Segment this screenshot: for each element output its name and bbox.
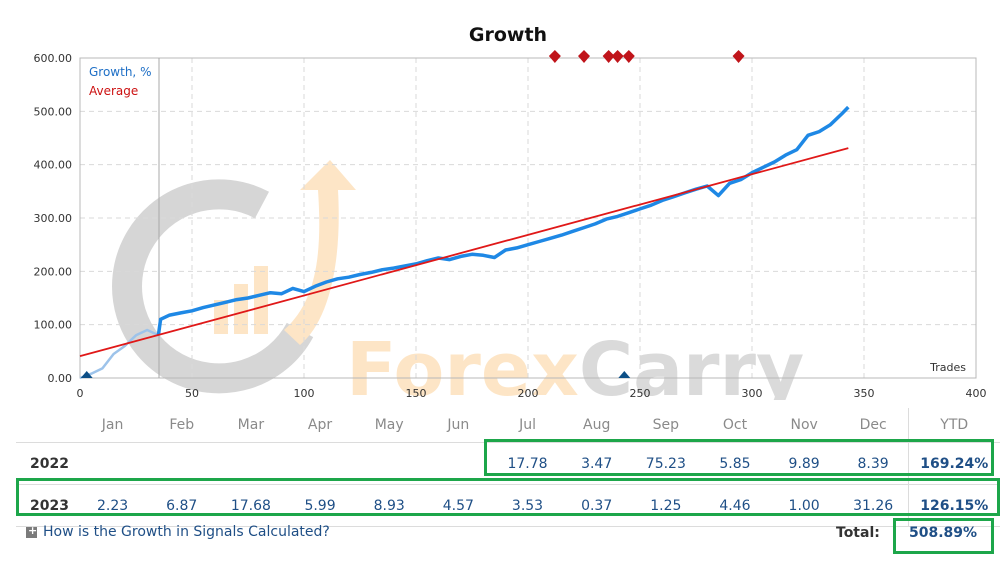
withdrawal-marker — [732, 50, 745, 63]
year-cell: 2023 — [16, 484, 78, 527]
x-tick-label: 100 — [294, 387, 315, 400]
growth-series-line — [156, 105, 850, 336]
watermark-bar-3 — [254, 266, 268, 334]
month-header: Dec — [838, 408, 908, 443]
x-axis-title: Trades — [929, 361, 966, 374]
ytd-cell: 169.24% — [907, 442, 1000, 485]
table-row: 2023 2.23 6.87 17.68 5.99 8.93 4.57 3.53… — [16, 484, 1000, 527]
legend-growth: Growth, % — [89, 65, 151, 79]
table-row: 2022 17.78 3.47 75.23 5.85 9.89 8.39 169… — [16, 442, 1000, 485]
month-header: Nov — [769, 408, 839, 443]
withdrawal-marker — [578, 50, 590, 63]
month-header: Oct — [700, 408, 770, 443]
month-value-cell: 2.23 — [78, 484, 148, 527]
average-series-line — [79, 147, 849, 358]
month-value-cell: 75.23 — [631, 442, 701, 485]
month-value-cell: 17.78 — [492, 442, 563, 485]
growth-chart: ForexCarry Growth 0.00 100.00 200.00 300.00… — [34, 24, 987, 400]
withdrawal-marker — [548, 50, 561, 63]
watermark-arrow — [284, 160, 356, 345]
ytd-cell: 126.15% — [907, 484, 1000, 527]
month-value-cell: 6.87 — [147, 484, 217, 527]
x-tick-label: 50 — [185, 387, 199, 400]
monthly-growth-table: Jan Feb Mar Apr May Jun Jul Aug Sep Oct … — [16, 408, 1000, 527]
watermark-bar-2 — [234, 284, 248, 334]
month-value-cell: 1.00 — [769, 484, 839, 527]
y-tick-label: 300.00 — [34, 212, 73, 225]
withdrawal-marker — [611, 50, 624, 63]
y-tick-label: 200.00 — [34, 265, 73, 278]
deposit-marker — [80, 371, 93, 378]
table-header-row: Jan Feb Mar Apr May Jun Jul Aug Sep Oct … — [16, 408, 1000, 443]
y-tick-label: 100.00 — [34, 319, 73, 332]
legend-average: Average — [89, 84, 138, 98]
month-value-cell — [216, 442, 286, 485]
month-header: Apr — [285, 408, 355, 443]
x-tick-label: 300 — [742, 387, 763, 400]
markers — [80, 50, 745, 378]
month-value-cell — [285, 442, 355, 485]
watermark-bar-1 — [214, 300, 228, 334]
y-tick-label: 400.00 — [34, 159, 73, 172]
month-value-cell: 4.57 — [423, 484, 493, 527]
watermark-text: ForexCarry — [346, 327, 804, 400]
month-value-cell: 9.89 — [769, 442, 839, 485]
month-header: May — [354, 408, 424, 443]
withdrawal-marker — [602, 50, 615, 63]
growth-calculation-help-link[interactable]: How is the Growth in Signals Calculated? — [26, 524, 330, 540]
month-value-cell: 5.99 — [285, 484, 355, 527]
month-value-cell: 5.85 — [700, 442, 770, 485]
x-tick-label: 150 — [406, 387, 427, 400]
axis-ticks: 0.00 100.00 200.00 300.00 400.00 500.00 600.00… — [34, 52, 987, 400]
month-value-cell: 0.37 — [562, 484, 632, 527]
month-value-cell: 4.46 — [700, 484, 770, 527]
watermark-ring — [112, 179, 314, 394]
series — [79, 105, 850, 380]
month-value-cell: 8.93 — [354, 484, 424, 527]
month-value-cell: 3.53 — [492, 484, 563, 527]
month-header: Jun — [423, 408, 493, 443]
month-value-cell: 1.25 — [631, 484, 701, 527]
x-tick-label: 250 — [630, 387, 651, 400]
month-header: Jul — [492, 408, 563, 443]
y-tick-label: 500.00 — [34, 105, 73, 118]
x-tick-label: 200 — [518, 387, 539, 400]
month-header: Feb — [147, 408, 217, 443]
month-header: Sep — [631, 408, 701, 443]
ytd-header: YTD — [907, 408, 1000, 443]
x-tick-label: 400 — [966, 387, 987, 400]
month-value-cell: 8.39 — [838, 442, 908, 485]
month-header: Mar — [216, 408, 286, 443]
month-value-cell: 3.47 — [562, 442, 632, 485]
watermark-logo: ForexCarry — [112, 160, 804, 400]
month-value-cell — [78, 442, 148, 485]
plot-frame — [79, 57, 977, 379]
year-header — [16, 408, 78, 443]
x-tick-label: 0 — [77, 387, 84, 400]
month-value-cell — [354, 442, 424, 485]
month-value-cell: 17.68 — [216, 484, 286, 527]
deposit-marker — [618, 371, 631, 378]
chart-title: Growth — [469, 24, 547, 46]
y-tick-label: 600.00 — [34, 52, 73, 65]
month-header: Jan — [78, 408, 148, 443]
y-tick-label: 0.00 — [48, 372, 73, 385]
month-value-cell: 31.26 — [838, 484, 908, 527]
total-value: 508.89% — [908, 525, 978, 541]
year-cell: 2022 — [16, 442, 78, 485]
month-header: Aug — [562, 408, 632, 443]
total-label: Total: — [836, 525, 880, 541]
month-value-cell — [147, 442, 217, 485]
x-tick-label: 350 — [854, 387, 875, 400]
withdrawal-marker — [622, 50, 635, 63]
growth-series-line-history — [79, 328, 159, 380]
month-value-cell — [423, 442, 493, 485]
expand-icon — [26, 524, 37, 538]
help-link-text: How is the Growth in Signals Calculated? — [43, 524, 330, 540]
